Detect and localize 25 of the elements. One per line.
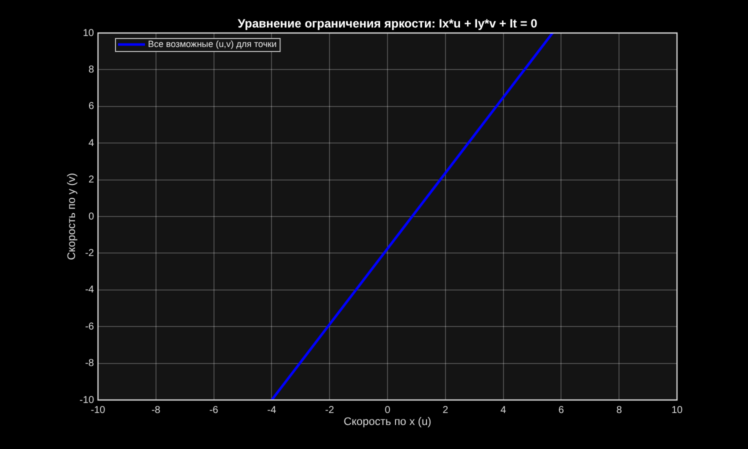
x-tick-label: -2 xyxy=(325,404,334,416)
y-tick-label: 6 xyxy=(88,101,94,112)
x-tick-label: 2 xyxy=(442,404,449,416)
y-tick-label: 4 xyxy=(88,138,94,149)
x-tick-label: 4 xyxy=(500,404,507,416)
y-tick-label: -6 xyxy=(85,321,94,332)
y-tick-label: 10 xyxy=(82,28,94,39)
x-tick-label: 8 xyxy=(616,404,622,416)
y-tick-label: -10 xyxy=(80,394,94,406)
y-tick-label: 2 xyxy=(88,174,94,186)
x-tick-label: 10 xyxy=(671,404,683,416)
x-tick-label: -8 xyxy=(151,404,161,416)
x-axis-title: Скорость по x (u) xyxy=(344,416,432,428)
x-tick-label: 0 xyxy=(384,404,391,416)
x-tick-label: -6 xyxy=(209,404,219,416)
y-tick-label: -4 xyxy=(85,284,94,296)
x-tick-label: 6 xyxy=(558,404,564,416)
chart-title: Уравнение ограничения яркости: Ix*u + Iy*v + It = 0 xyxy=(238,16,538,30)
y-tick-label: -8 xyxy=(85,358,94,370)
y-axis-title: Скорость по y (v) xyxy=(66,172,78,260)
y-tick-label: -2 xyxy=(85,248,94,259)
legend-label: Все возможные (u,v) для точки xyxy=(148,38,277,49)
y-tick-label: 8 xyxy=(88,64,94,76)
y-tick-label: 0 xyxy=(88,211,94,222)
x-tick-label: -4 xyxy=(267,404,277,416)
